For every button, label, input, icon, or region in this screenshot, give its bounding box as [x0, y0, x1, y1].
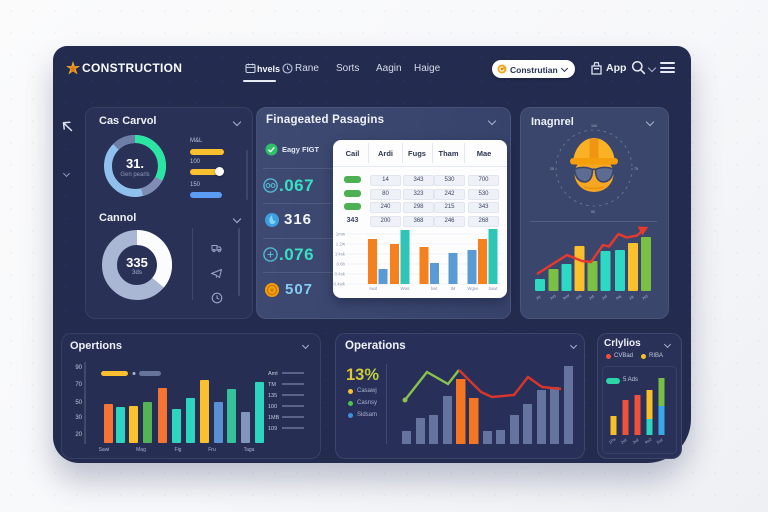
svg-text:0.4sk: 0.4sk — [335, 272, 346, 277]
svg-text:100: 100 — [268, 404, 277, 410]
svg-text:bwt: bwt — [431, 286, 438, 291]
svg-text:109: 109 — [268, 426, 277, 432]
svg-text:20: 20 — [75, 432, 82, 438]
svg-text:bawt: bawt — [489, 286, 499, 291]
svg-text:0.6b: 0.6b — [336, 262, 345, 267]
svg-text:1Pa: 1Pa — [608, 436, 617, 445]
svg-text:Mag: Mag — [136, 447, 146, 453]
svg-text:Swj: Swj — [575, 294, 582, 301]
svg-text:4w2: 4w2 — [644, 436, 654, 445]
svg-text:Jwy: Jwy — [641, 293, 649, 300]
svg-text:Jwt: Jwt — [588, 293, 596, 300]
svg-text:1mw: 1mw — [336, 232, 346, 237]
svg-text:90: 90 — [75, 365, 82, 371]
svg-text:5wl: 5wl — [656, 437, 664, 445]
svg-text:1'4sk: 1'4sk — [335, 252, 346, 257]
svg-text:Wgne: Wgne — [468, 286, 480, 291]
svg-text:Jwy: Jwy — [549, 293, 557, 300]
svg-text:0.4wk: 0.4wk — [334, 282, 346, 287]
svg-text:tM: tM — [451, 286, 456, 291]
svg-text:100: 100 — [591, 124, 597, 128]
svg-text:70: 70 — [75, 382, 82, 388]
svg-text:2wl: 2wl — [620, 437, 628, 445]
svg-text:30: 30 — [75, 415, 82, 421]
svg-text:TM: TM — [268, 382, 276, 388]
svg-text:Jty: Jty — [535, 295, 541, 301]
svg-text:Aqj: Aqj — [615, 294, 622, 301]
svg-text:Jwl: Jwl — [601, 294, 608, 301]
svg-text:Fru: Fru — [208, 447, 216, 453]
svg-text:Awd: Awd — [369, 286, 378, 291]
svg-text:3wl: 3wl — [632, 437, 640, 445]
svg-text:1MB: 1MB — [268, 415, 280, 421]
svg-text:Amt: Amt — [268, 371, 278, 377]
svg-text:50: 50 — [75, 400, 82, 406]
svg-text:50: 50 — [591, 210, 595, 214]
svg-text:25: 25 — [550, 167, 554, 171]
svg-text:Sawi: Sawi — [99, 447, 110, 453]
svg-text:Jqi: Jqi — [628, 295, 634, 301]
svg-text:Taga: Taga — [244, 447, 255, 453]
svg-text:Awy: Awy — [562, 293, 570, 301]
svg-text:Wws: Wws — [400, 286, 409, 291]
svg-text:Fig: Fig — [175, 447, 182, 453]
svg-text:135: 135 — [268, 393, 277, 399]
svg-text:1.2w: 1.2w — [336, 242, 346, 247]
svg-text:75: 75 — [634, 167, 638, 171]
